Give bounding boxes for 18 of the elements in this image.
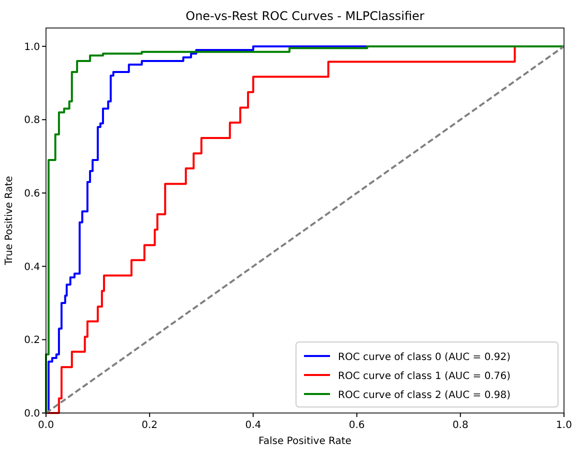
x-tick-label: 1.0 xyxy=(556,420,572,431)
legend-label: ROC curve of class 1 (AUC = 0.76) xyxy=(338,371,511,382)
y-tick-label: 0.8 xyxy=(24,115,40,126)
y-axis-title: True Positive Rate xyxy=(4,176,15,266)
x-tick-label: 0.2 xyxy=(142,420,158,431)
y-tick-label: 0.2 xyxy=(24,335,40,346)
x-tick-label: 0.8 xyxy=(452,420,468,431)
y-tick-label: 1.0 xyxy=(24,42,40,53)
chart-title: One-vs-Rest ROC Curves - MLPClassifier xyxy=(186,9,424,23)
x-tick-label: 0.0 xyxy=(38,420,54,431)
y-tick-label: 0.6 xyxy=(24,188,40,200)
x-tick-label: 0.6 xyxy=(348,420,365,431)
legend-label: ROC curve of class 2 (AUC = 0.98) xyxy=(338,390,511,401)
x-axis-title: False Positive Rate xyxy=(258,436,352,447)
x-tick-label: 0.4 xyxy=(245,420,262,431)
y-tick-label: 0.0 xyxy=(24,408,40,420)
legend-label: ROC curve of class 0 (AUC = 0.92) xyxy=(338,352,511,363)
y-tick-label: 0.4 xyxy=(24,262,40,273)
